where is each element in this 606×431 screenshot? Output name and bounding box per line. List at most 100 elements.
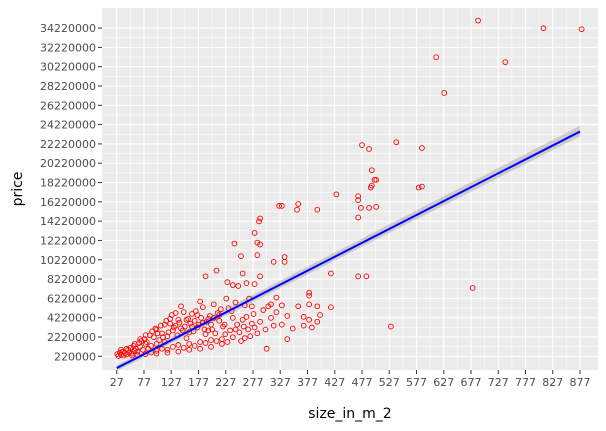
data-point — [137, 336, 144, 342]
y-axis-title: price — [10, 172, 26, 207]
data-point — [129, 352, 135, 359]
data-point — [164, 349, 171, 356]
data-point — [279, 203, 285, 209]
x-axis-title: size_in_m_2 — [308, 406, 391, 422]
data-point — [197, 298, 203, 305]
data-point — [306, 301, 312, 308]
y-tick-label: 26220000 — [40, 99, 96, 112]
data-point — [114, 351, 121, 357]
data-point — [131, 341, 138, 347]
data-point — [123, 351, 130, 358]
data-point — [164, 346, 171, 353]
data-point — [306, 316, 312, 323]
data-point — [294, 206, 300, 213]
data-point — [243, 314, 250, 320]
data-point — [229, 315, 236, 321]
data-point — [251, 230, 258, 236]
data-point — [239, 316, 246, 323]
data-point — [260, 307, 267, 313]
y-tick-label: 34220000 — [40, 22, 96, 35]
data-point — [198, 315, 205, 321]
data-point — [187, 320, 194, 327]
data-point — [224, 339, 231, 345]
data-point — [153, 341, 160, 347]
data-point — [152, 325, 159, 332]
x-tick-label: 427 — [324, 376, 345, 389]
data-point — [308, 324, 315, 331]
data-point — [219, 341, 225, 347]
data-point — [143, 339, 150, 345]
data-point — [502, 59, 509, 65]
data-point — [355, 214, 362, 221]
y-tick-label: 6220000 — [47, 292, 96, 305]
x-tick-label: 477 — [351, 376, 372, 389]
data-point — [209, 326, 215, 333]
data-point — [279, 302, 285, 309]
data-point — [229, 334, 236, 341]
data-point — [281, 254, 288, 260]
data-point — [191, 317, 198, 324]
data-point — [207, 313, 213, 319]
data-point — [368, 167, 375, 174]
data-point — [175, 348, 182, 355]
data-point — [217, 306, 224, 313]
data-point — [433, 54, 439, 61]
y-tick-label: 32220000 — [40, 41, 96, 54]
data-point — [295, 201, 302, 207]
y-tick-label: 16220000 — [40, 196, 96, 209]
data-point — [129, 350, 135, 357]
y-tick-label: 10220000 — [40, 254, 96, 267]
data-point — [250, 311, 257, 317]
data-point — [328, 304, 334, 311]
data-point — [284, 313, 291, 319]
data-point — [229, 282, 236, 288]
y-axis: 220000 2220000 4220000 6220000 8220000 102200… — [40, 22, 102, 363]
x-tick-label: 527 — [379, 376, 400, 389]
y-tick-label: 14220000 — [40, 215, 96, 228]
data-point — [239, 270, 246, 277]
data-point — [201, 326, 208, 333]
data-point — [227, 327, 233, 334]
y-tick-label: 18220000 — [40, 177, 96, 190]
y-tick-label: 24220000 — [40, 119, 96, 132]
data-point — [158, 322, 164, 329]
data-point — [160, 334, 166, 341]
data-point — [175, 316, 182, 323]
data-point — [175, 342, 182, 348]
x-tick-label: 327 — [270, 376, 291, 389]
x-tick-label: 177 — [188, 376, 209, 389]
data-point — [314, 303, 321, 310]
data-point — [314, 318, 321, 325]
data-point — [243, 280, 250, 286]
data-point — [419, 145, 425, 151]
data-point — [212, 330, 219, 337]
data-point — [186, 346, 193, 353]
data-point — [257, 318, 263, 325]
data-point — [180, 344, 187, 351]
data-point — [475, 17, 481, 24]
data-point — [197, 339, 203, 345]
data-point — [197, 345, 203, 352]
data-point — [202, 273, 209, 280]
x-tick-label: 877 — [570, 376, 591, 389]
x-tick-label: 227 — [215, 376, 236, 389]
data-point — [300, 314, 307, 320]
data-point — [221, 321, 228, 328]
data-point — [123, 345, 130, 352]
data-point — [358, 204, 364, 211]
data-point — [251, 281, 258, 287]
data-point — [363, 273, 370, 280]
y-tick-label: 2220000 — [47, 331, 96, 344]
data-point — [270, 259, 277, 265]
data-point — [192, 308, 199, 314]
major-gridlines — [102, 8, 598, 370]
x-tick-label: 827 — [542, 376, 563, 389]
data-point — [165, 329, 172, 336]
data-point — [355, 193, 362, 200]
data-point — [257, 273, 263, 280]
data-point — [540, 25, 547, 32]
data-point — [202, 340, 209, 346]
data-point — [254, 330, 261, 337]
data-point — [366, 146, 372, 152]
data-point — [142, 332, 149, 339]
